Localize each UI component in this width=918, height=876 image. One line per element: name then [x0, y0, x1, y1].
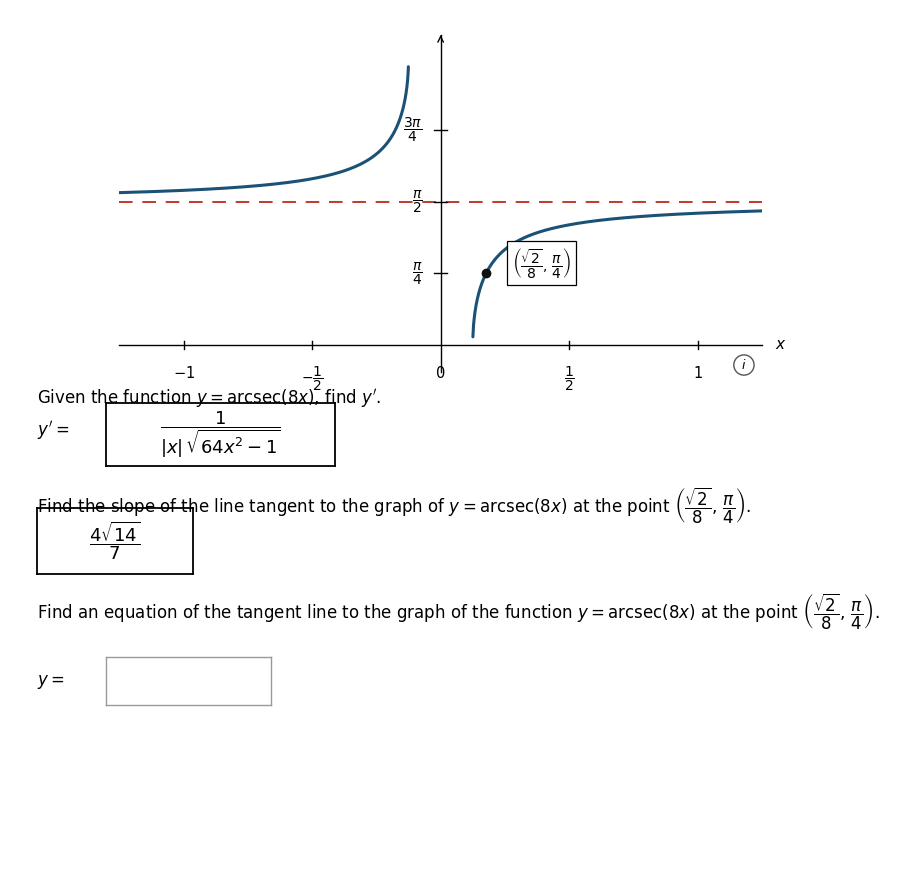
Text: $y' =$: $y' =$ — [37, 420, 69, 442]
Text: $1$: $1$ — [693, 365, 702, 381]
Text: $\dfrac{\pi}{4}$: $\dfrac{\pi}{4}$ — [412, 260, 422, 286]
Text: $\mathit{i}$: $\mathit{i}$ — [741, 358, 746, 372]
Text: Find the slope of the line tangent to the graph of $y = \mathrm{arcsec}(8x)$ at : Find the slope of the line tangent to th… — [37, 486, 751, 526]
Text: $-1$: $-1$ — [173, 365, 195, 381]
Text: $-\dfrac{1}{2}$: $-\dfrac{1}{2}$ — [301, 365, 323, 393]
Text: $\dfrac{\pi}{2}$: $\dfrac{\pi}{2}$ — [412, 188, 422, 215]
Text: Find an equation of the tangent line to the graph of the function $y = \mathrm{a: Find an equation of the tangent line to … — [37, 591, 879, 632]
Text: $\left(\dfrac{\sqrt{2}}{8},\, \dfrac{\pi}{4}\right)$: $\left(\dfrac{\sqrt{2}}{8},\, \dfrac{\pi… — [511, 246, 571, 280]
Text: $\dfrac{3\pi}{4}$: $\dfrac{3\pi}{4}$ — [403, 116, 422, 145]
Text: $x$: $x$ — [775, 337, 787, 352]
Text: $\dfrac{4\sqrt{14}}{7}$: $\dfrac{4\sqrt{14}}{7}$ — [89, 519, 140, 562]
Text: $\dfrac{1}{|x|\,\sqrt{64x^2-1}}$: $\dfrac{1}{|x|\,\sqrt{64x^2-1}}$ — [160, 409, 281, 460]
Text: $y =$: $y =$ — [37, 673, 64, 690]
Text: $\dfrac{1}{2}$: $\dfrac{1}{2}$ — [564, 365, 575, 393]
Text: Given the function $y = \mathrm{arcsec}(8x)$, find $y'$.: Given the function $y = \mathrm{arcsec}(… — [37, 387, 381, 410]
Text: $0$: $0$ — [435, 365, 446, 381]
